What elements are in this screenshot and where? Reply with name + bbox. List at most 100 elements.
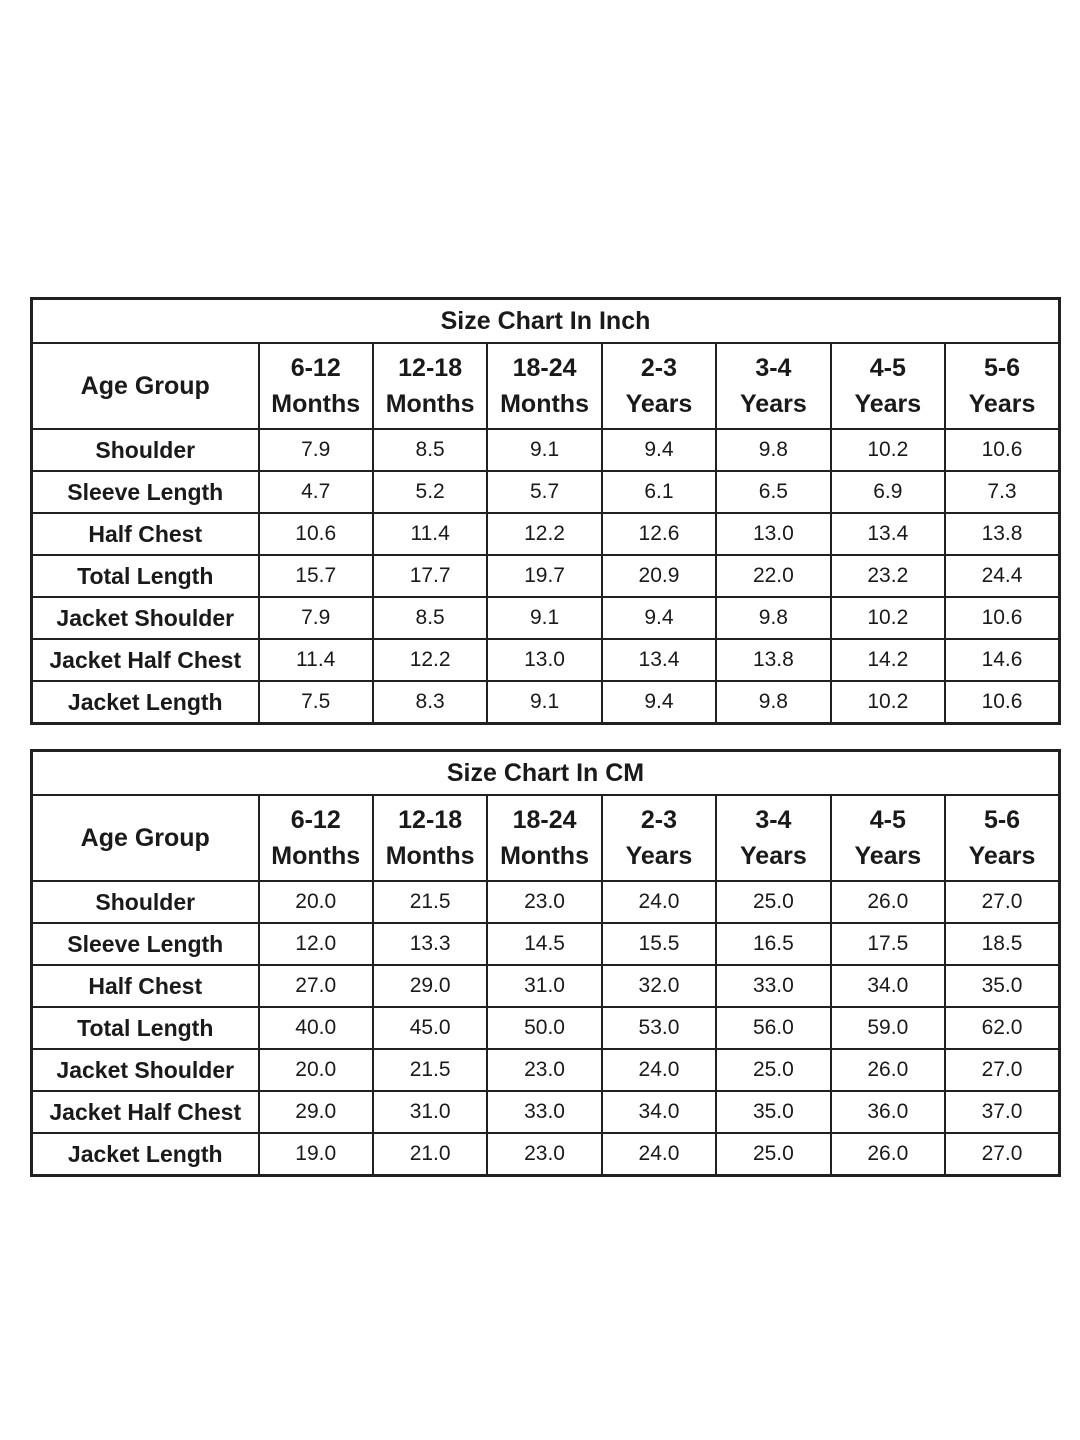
measurement-value: 21.5 [371, 880, 489, 924]
measurement-label: Total Length [30, 1006, 260, 1050]
measurement-label: Jacket Shoulder [30, 1048, 260, 1092]
age-unit-label: Years [854, 390, 922, 418]
table-row: Sleeve Length 12.0 13.3 14.5 15.5 16.5 17.5 18.… [30, 922, 1061, 966]
measurement-value: 7.9 [257, 428, 374, 472]
age-range-label: 2-3 [640, 354, 678, 382]
measurement-value: 37.0 [944, 1090, 1061, 1134]
measurement-value: 20.9 [600, 554, 718, 598]
table-row: Half Chest 27.0 29.0 31.0 32.0 33.0 34.0 35.0 [30, 964, 1061, 1008]
measurement-label: Shoulder [30, 880, 260, 924]
measurement-value: 10.6 [944, 680, 1061, 725]
measurement-value: 27.0 [257, 964, 374, 1008]
measurement-value: 31.0 [371, 1090, 489, 1134]
age-column-header: 3-4 Years [715, 794, 832, 882]
age-column-header: 5-6 Years [944, 342, 1061, 430]
age-column-header: 2-3 Years [600, 794, 718, 882]
table-row: Jacket Shoulder 7.9 8.5 9.1 9.4 9.8 10.2 10.6 [30, 596, 1061, 640]
measurement-value: 31.0 [486, 964, 603, 1008]
measurement-value: 13.0 [715, 512, 832, 556]
measurement-value: 13.4 [600, 638, 718, 682]
age-column-header: 18-24 Months [486, 794, 603, 882]
table-row: Jacket Half Chest 11.4 12.2 13.0 13.4 13.8 14.… [30, 638, 1061, 682]
measurement-value: 23.2 [829, 554, 947, 598]
measurement-value: 8.5 [371, 596, 489, 640]
age-range-label: 5-6 [983, 354, 1021, 382]
measurement-value: 53.0 [600, 1006, 718, 1050]
age-unit-label: Months [500, 842, 589, 870]
measurement-value: 10.6 [944, 428, 1061, 472]
measurement-value: 23.0 [486, 1048, 603, 1092]
measurement-value: 12.0 [257, 922, 374, 966]
age-range-label: 2-3 [640, 806, 678, 834]
age-range-label: 4-5 [869, 806, 906, 834]
age-column-header: 12-18 Months [371, 342, 489, 430]
measurement-label: Jacket Length [30, 1132, 260, 1177]
measurement-value: 7.5 [257, 680, 374, 725]
measurement-value: 11.4 [371, 512, 489, 556]
measurement-value: 25.0 [715, 1048, 832, 1092]
table-row: Jacket Half Chest 29.0 31.0 33.0 34.0 35.0 36.… [30, 1090, 1061, 1134]
age-group-header: Age Group [30, 794, 260, 882]
measurement-label: Half Chest [30, 512, 260, 556]
measurement-value: 26.0 [829, 880, 947, 924]
measurement-label: Jacket Shoulder [30, 596, 260, 640]
age-unit-label: Years [968, 842, 1036, 870]
measurement-value: 9.1 [486, 596, 603, 640]
measurement-value: 35.0 [715, 1090, 832, 1134]
measurement-label: Shoulder [30, 428, 260, 472]
table-row: Shoulder 20.0 21.5 23.0 24.0 25.0 26.0 27.0 [30, 880, 1061, 924]
measurement-value: 27.0 [944, 1132, 1061, 1177]
measurement-value: 9.8 [715, 680, 832, 725]
age-range-label: 3-4 [755, 806, 792, 834]
measurement-label: Sleeve Length [30, 922, 260, 966]
measurement-value: 14.5 [486, 922, 603, 966]
age-range-label: 18-24 [512, 806, 577, 834]
age-column-header: 4-5 Years [829, 342, 947, 430]
table-row: Jacket Length 19.0 21.0 23.0 24.0 25.0 26.0 27.… [30, 1132, 1061, 1177]
measurement-value: 59.0 [829, 1006, 947, 1050]
measurement-value: 18.5 [944, 922, 1061, 966]
measurement-value: 32.0 [600, 964, 718, 1008]
table-row: Jacket Shoulder 20.0 21.5 23.0 24.0 25.0 26.0 2… [30, 1048, 1061, 1092]
measurement-value: 9.4 [600, 680, 718, 725]
age-column-header: 2-3 Years [600, 342, 718, 430]
table-title-row: Size Chart In Inch [30, 297, 1061, 344]
measurement-value: 45.0 [371, 1006, 489, 1050]
measurement-value: 26.0 [829, 1048, 947, 1092]
measurement-value: 9.8 [715, 596, 832, 640]
measurement-value: 8.3 [371, 680, 489, 725]
age-unit-label: Years [625, 842, 693, 870]
age-group-header: Age Group [30, 342, 260, 430]
measurement-value: 14.2 [829, 638, 947, 682]
measurement-value: 27.0 [944, 1048, 1061, 1092]
measurement-value: 29.0 [257, 1090, 374, 1134]
measurement-value: 9.1 [486, 680, 603, 725]
table-row: Shoulder 7.9 8.5 9.1 9.4 9.8 10.2 10.6 [30, 428, 1061, 472]
measurement-value: 7.3 [944, 470, 1061, 514]
age-column-header: 6-12 Months [257, 794, 374, 882]
measurement-value: 35.0 [944, 964, 1061, 1008]
age-column-header: 4-5 Years [829, 794, 947, 882]
measurement-label: Total Length [30, 554, 260, 598]
measurement-label: Jacket Half Chest [30, 1090, 260, 1134]
measurement-value: 10.2 [829, 428, 947, 472]
age-unit-label: Years [968, 390, 1036, 418]
measurement-value: 40.0 [257, 1006, 374, 1050]
measurement-value: 10.2 [829, 680, 947, 725]
table-title: Size Chart In CM [30, 749, 1061, 796]
measurement-value: 20.0 [257, 880, 374, 924]
measurement-value: 23.0 [486, 1132, 603, 1177]
measurement-value: 6.9 [829, 470, 947, 514]
measurement-value: 13.4 [829, 512, 947, 556]
measurement-value: 5.2 [371, 470, 489, 514]
measurement-label: Jacket Length [30, 680, 260, 725]
measurement-value: 25.0 [715, 880, 832, 924]
measurement-value: 50.0 [486, 1006, 603, 1050]
measurement-value: 29.0 [371, 964, 489, 1008]
measurement-value: 10.6 [257, 512, 374, 556]
measurement-value: 9.1 [486, 428, 603, 472]
measurement-value: 7.9 [257, 596, 374, 640]
measurement-value: 9.4 [600, 596, 718, 640]
measurement-value: 15.5 [600, 922, 718, 966]
measurement-value: 24.0 [600, 1132, 718, 1177]
